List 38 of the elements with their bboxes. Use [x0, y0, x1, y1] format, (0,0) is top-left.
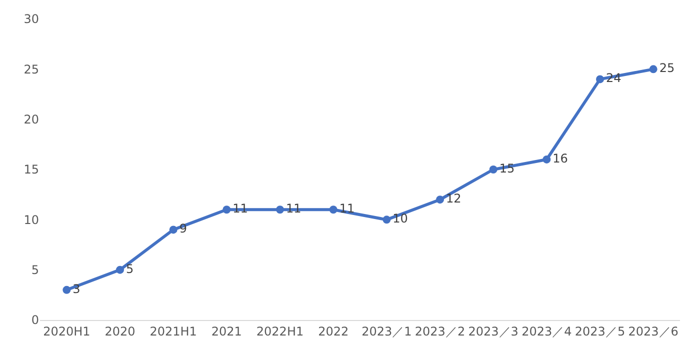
y-tick-label: 20 [24, 112, 39, 127]
point [222, 206, 231, 214]
data-label: 11 [286, 202, 302, 216]
x-tick-label: 2023／3 [468, 324, 518, 338]
point [489, 166, 498, 174]
point [596, 75, 604, 84]
data-label: 11 [232, 202, 248, 216]
y-tick-label: 25 [24, 62, 39, 76]
point [276, 206, 284, 214]
x-tick-label: 2020 [104, 324, 136, 338]
point [542, 155, 551, 164]
data-label: 12 [446, 192, 462, 206]
x-tick-label: 2023／6 [628, 324, 678, 338]
data-label: 10 [392, 212, 408, 226]
y-tick-label: 15 [24, 162, 39, 177]
x-tick-label: 2023／4 [522, 324, 572, 338]
y-tick-label: 10 [24, 212, 39, 227]
y-tick-label: 5 [31, 263, 39, 278]
point [62, 286, 71, 294]
data-label: 5 [126, 262, 134, 276]
data-label: 25 [659, 61, 675, 76]
x-tick-label: 2022 [318, 324, 349, 338]
data-label: 16 [552, 151, 568, 166]
point [329, 206, 338, 214]
x-tick-label: 2022H1 [256, 324, 304, 338]
y-tick-label: 0 [31, 313, 39, 328]
point [649, 65, 658, 74]
x-tick-label: 2023／5 [574, 324, 626, 338]
x-tick-label: 2023／2 [414, 324, 466, 338]
x-tick-label: 2020H1 [43, 324, 90, 338]
x-tick-label: 2021 [211, 324, 242, 338]
x-tick-label: 2023／1 [362, 324, 412, 338]
point [382, 216, 391, 224]
point [116, 266, 124, 274]
point [169, 226, 178, 234]
x-tick-label: 2021H1 [150, 324, 197, 338]
point [436, 196, 444, 204]
y-tick-label: 30 [24, 12, 39, 26]
